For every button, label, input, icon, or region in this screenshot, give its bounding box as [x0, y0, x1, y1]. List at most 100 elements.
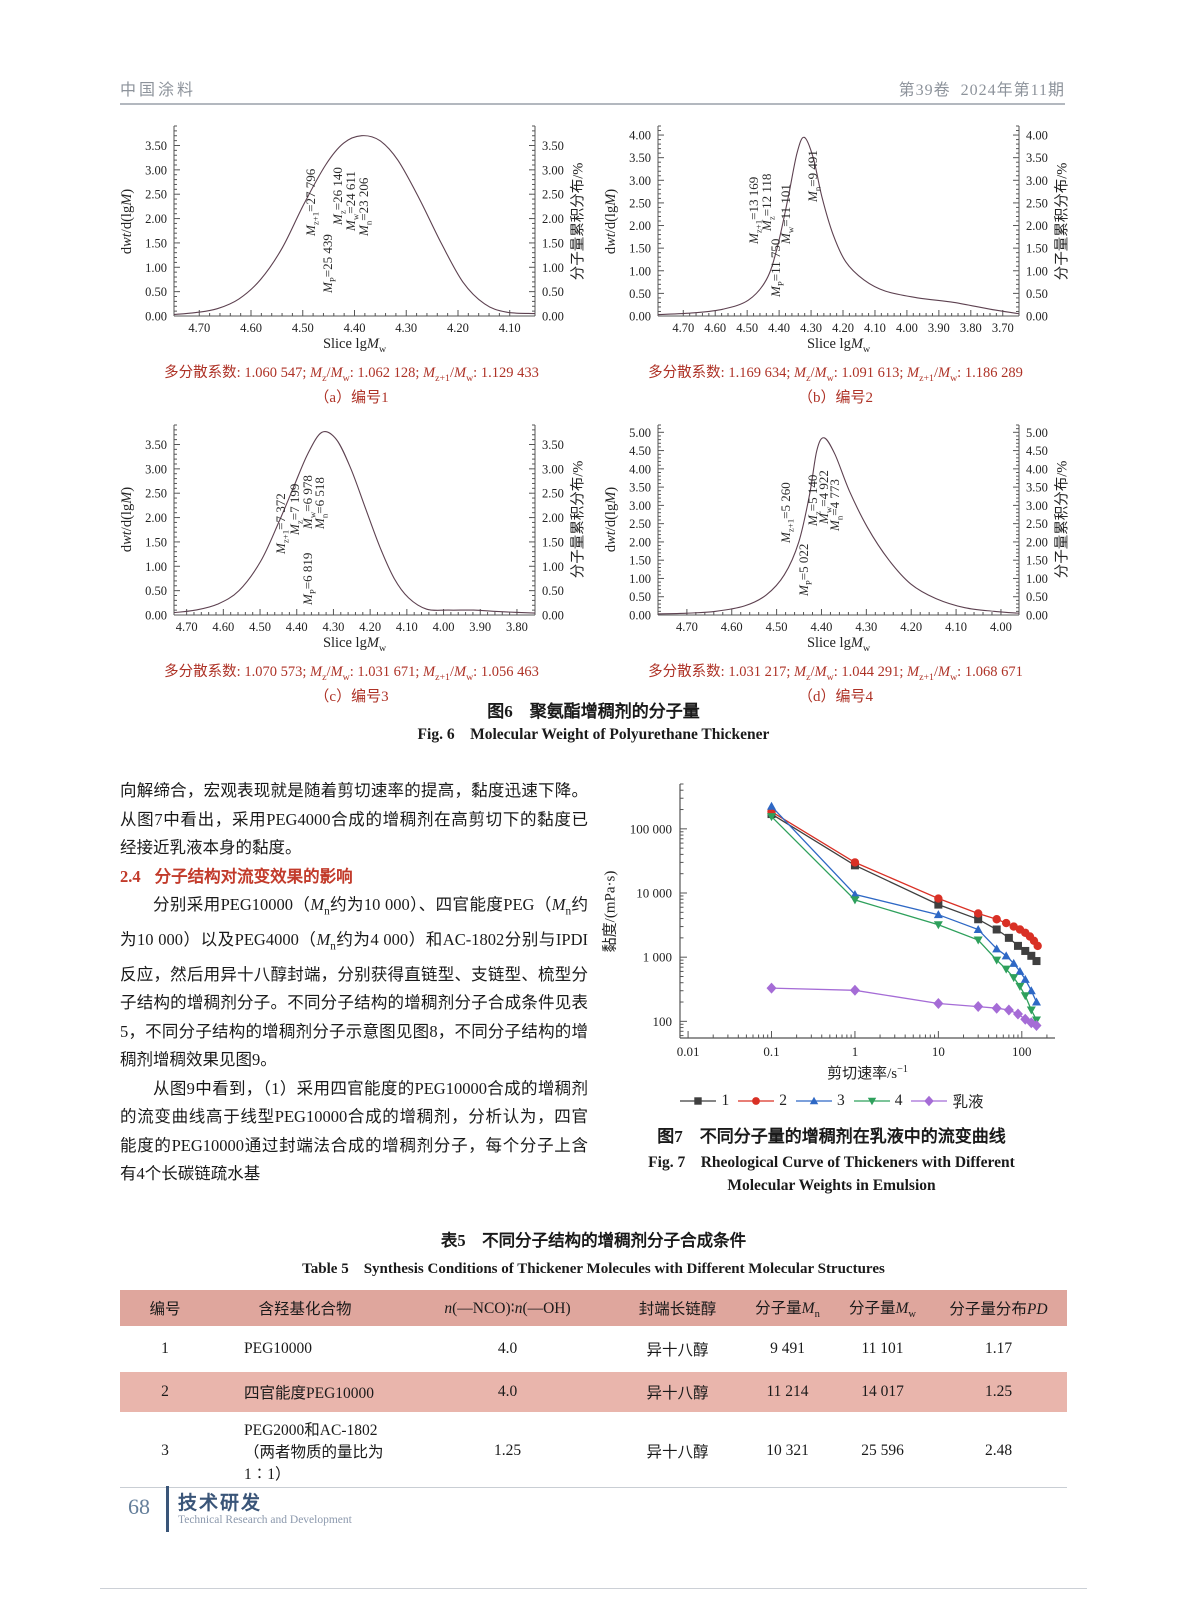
legend-item-1: 1: [679, 1092, 729, 1110]
legend-label: 4: [894, 1092, 903, 1109]
paragraph-2: 分别采用PEG10000（Mn约为10 000）、四官能度PEG（Mn约为10 …: [120, 895, 589, 1070]
mw-annotation-b: Mw=11 101: [778, 183, 796, 244]
svg-text:3.80: 3.80: [960, 321, 982, 335]
subfigure-label-c: （c）编号3: [314, 688, 389, 705]
svg-text:4.30: 4.30: [800, 321, 822, 335]
x-axis-label: Slice lgMw: [322, 336, 387, 355]
table-cell: PEG10000: [244, 1340, 313, 1357]
legend-label: 乳液: [952, 1094, 984, 1111]
svg-text:3.50: 3.50: [629, 151, 651, 165]
legend-label: 3: [836, 1092, 845, 1109]
svg-text:100: 100: [653, 1014, 673, 1029]
svg-text:5.00: 5.00: [1026, 426, 1048, 440]
polydispersity-line-d: 多分散系数: 1.031 217; Mz/Mw: 1.044 291; Mz+1…: [648, 663, 1023, 683]
svg-text:3.00: 3.00: [145, 462, 167, 476]
svg-text:4.00: 4.00: [433, 620, 455, 634]
table-cell: 2.48: [984, 1442, 1013, 1459]
table-cell: 11 101: [861, 1340, 904, 1357]
svg-text:2.00: 2.00: [1026, 535, 1048, 549]
svg-text:2.50: 2.50: [542, 487, 564, 501]
svg-text:1.50: 1.50: [542, 535, 564, 549]
svg-text:4.00: 4.00: [990, 620, 1012, 634]
table5-title-en: Table 5 Synthesis Conditions of Thickene…: [302, 1261, 885, 1277]
polydispersity-line-b: 多分散系数: 1.169 634; Mz/Mw: 1.091 613; Mz+1…: [648, 365, 1023, 384]
subfigure-label-a: （a）编号1: [314, 389, 389, 406]
polydispersity-line-a: 多分散系数: 1.060 547; Mz/Mw: 1.062 128; Mz+1…: [164, 365, 539, 384]
svg-text:4.50: 4.50: [249, 620, 271, 634]
svg-text:1.50: 1.50: [145, 535, 167, 549]
legend-item-3: 3: [795, 1092, 845, 1110]
svg-text:2.00: 2.00: [629, 535, 651, 549]
svg-text:4.10: 4.10: [499, 321, 521, 335]
mw-annotation-a: Mz+1=27 796: [303, 168, 321, 237]
svg-text:2.50: 2.50: [542, 188, 564, 202]
gpc-plot-a: 0.00 0.00 0.50 0.50 1.00 1.00 1.50 1.50 2.00 2.00…: [118, 116, 587, 358]
mw-annotation-c: Mn=6 518: [312, 477, 331, 530]
svg-text:0.00: 0.00: [1026, 310, 1048, 324]
svg-text:1.00: 1.00: [1026, 572, 1048, 586]
svg-text:0.00: 0.00: [1026, 608, 1048, 622]
svg-text:3.50: 3.50: [542, 139, 564, 153]
mw-annotation-b: MP=11 750: [767, 238, 786, 297]
svg-text:100: 100: [1012, 1044, 1032, 1059]
svg-text:1 000: 1 000: [643, 950, 672, 965]
svg-text:4.00: 4.00: [1026, 129, 1048, 143]
svg-text:4.20: 4.20: [359, 620, 381, 634]
body-text-column: 向解缔合，宏观表现就是随着剪切速率的提高，黏度迅速下降。从图7中看出，采用PEG…: [120, 777, 588, 1189]
svg-text:3.50: 3.50: [629, 481, 651, 495]
table-cell: 四官能度PEG10000: [244, 1385, 375, 1402]
table-cell: 异十八醇: [646, 1444, 709, 1461]
fig7-x-axis-label: 剪切速率/s−1: [827, 1064, 908, 1082]
svg-text:4.70: 4.70: [176, 620, 198, 634]
svg-text:4.40: 4.40: [286, 620, 308, 634]
x-axis-label: Slice lgMw: [806, 336, 871, 355]
svg-text:5.00: 5.00: [629, 426, 651, 440]
paragraph-3: 从图9中看到，（1）采用四官能度的PEG10000合成的增稠剂的流变曲线高于线型…: [120, 1078, 588, 1184]
footer-label-cn: 技术研发: [178, 1493, 263, 1514]
svg-text:4.60: 4.60: [704, 321, 726, 335]
mw-annotation-b: Mn=9 491: [805, 150, 824, 202]
legend-label: 1: [721, 1092, 730, 1109]
svg-text:0.50: 0.50: [542, 285, 564, 299]
y-axis-label-left: dwt/d(lgM): [603, 188, 620, 254]
table-row: 2 四官能度PEG10000 4.0 异十八醇 11 214 14 017 1.25: [120, 1369, 1067, 1415]
legend-marker-circle: [738, 1097, 775, 1105]
svg-text:1.50: 1.50: [629, 554, 651, 568]
y-axis-label-right: 分子量累积分布/%: [570, 162, 587, 280]
table-header-cell: 编号: [149, 1301, 181, 1318]
svg-text:0.00: 0.00: [542, 310, 564, 324]
y-axis-label-right: 分子量累积分布/%: [1054, 461, 1071, 579]
gpc-chart-d: 0.00 0.00 0.50 0.50 1.00 1.00 1.50 1.50 2.00 2.00…: [602, 415, 1071, 706]
svg-text:0.00: 0.00: [145, 608, 167, 622]
svg-text:4.20: 4.20: [447, 321, 469, 335]
journal-name: 中国涂料: [120, 82, 197, 99]
table-cell: 10 321: [766, 1442, 809, 1459]
legend-marker-square: [680, 1097, 717, 1105]
table-cell: 1.25: [984, 1383, 1013, 1400]
subfigure-label-d: （d）编号4: [797, 688, 873, 705]
table-cell: 1.17: [984, 1340, 1013, 1357]
svg-text:4.30: 4.30: [323, 620, 345, 634]
svg-text:3.00: 3.00: [1026, 499, 1048, 513]
svg-text:0.50: 0.50: [629, 287, 651, 301]
table-header-cell: 分子量Mw: [848, 1299, 917, 1321]
svg-text:4.00: 4.00: [629, 129, 651, 143]
table-header-cell: 封端长链醇: [638, 1301, 717, 1318]
svg-text:0.50: 0.50: [145, 584, 167, 598]
mw-annotation-d: Mn=4 773: [827, 479, 845, 532]
svg-text:2.00: 2.00: [1026, 219, 1048, 233]
svg-text:2.00: 2.00: [542, 511, 564, 525]
mw-annotation-d: Mz+1=5 260: [778, 481, 796, 543]
svg-text:1.00: 1.00: [145, 560, 167, 574]
mw-annotation-c: MP=6 819: [299, 553, 318, 606]
mw-annotation-c: Mz+1=7 372: [272, 493, 291, 555]
svg-text:3.90: 3.90: [928, 321, 950, 335]
svg-text:1.00: 1.00: [145, 261, 167, 275]
table-header-cell: 分子量Mn: [755, 1299, 820, 1321]
svg-text:2.50: 2.50: [1026, 517, 1048, 531]
y-axis-label-right: 分子量累积分布/%: [570, 461, 587, 579]
svg-text:1: 1: [852, 1044, 859, 1059]
svg-text:1.00: 1.00: [542, 261, 564, 275]
table-cell: 异十八醇: [646, 1342, 709, 1359]
svg-text:3.50: 3.50: [1026, 151, 1048, 165]
